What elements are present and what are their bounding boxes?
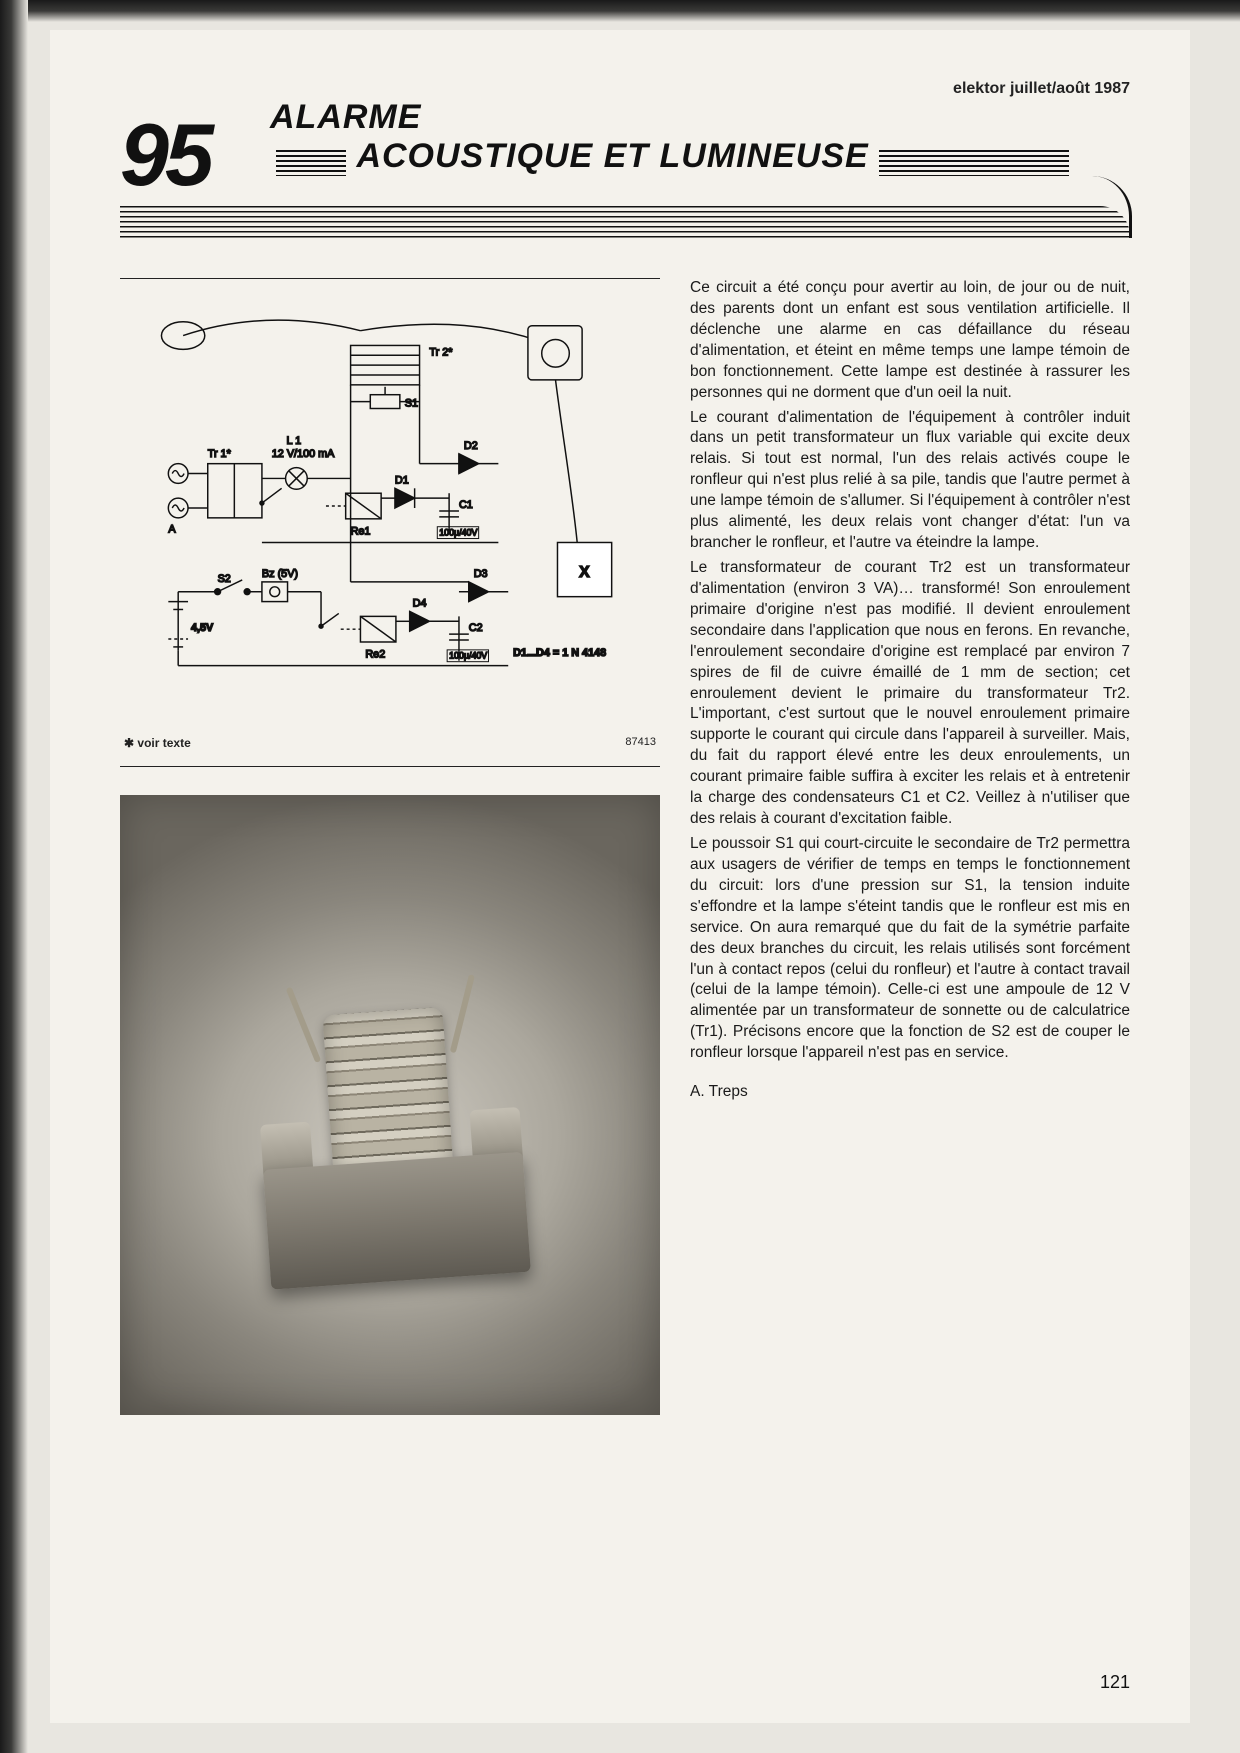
svg-text:D1...D4 = 1 N 4148: D1...D4 = 1 N 4148 (513, 647, 606, 659)
svg-text:D2: D2 (464, 440, 478, 452)
title-line-1: ALARME (270, 98, 421, 136)
article-body: Ce circuit a été conçu pour avertir au l… (690, 278, 1130, 1415)
svg-text:D3: D3 (474, 568, 488, 580)
stripe-decoration (879, 150, 1069, 176)
body-paragraph: Le courant d'alimentation de l'équipemen… (690, 408, 1130, 554)
author-name: A. Treps (690, 1082, 1130, 1103)
body-paragraph: Le poussoir S1 qui court-circuite le sec… (690, 834, 1130, 1064)
drawing-reference: 87413 (124, 736, 656, 748)
stripe-decoration (276, 150, 346, 176)
transformer-photo (120, 795, 660, 1415)
svg-text:X: X (579, 564, 590, 581)
label-tr2: Tr 2* (429, 346, 453, 358)
svg-text:C1: C1 (459, 499, 473, 511)
article-number: 95 (120, 104, 210, 206)
svg-text:L 1: L 1 (287, 435, 302, 447)
magazine-issue: elektor juillet/août 1987 (953, 80, 1130, 98)
svg-text:100µ/40V: 100µ/40V (439, 528, 477, 538)
svg-text:Re1: Re1 (351, 526, 371, 538)
svg-text:Re2: Re2 (365, 649, 385, 661)
svg-text:A: A (168, 524, 176, 536)
svg-text:Bz (5V): Bz (5V) (262, 568, 298, 580)
svg-text:100µ/40V: 100µ/40V (449, 651, 487, 661)
body-paragraph: Ce circuit a été conçu pour avertir au l… (690, 278, 1130, 404)
svg-text:S1: S1 (405, 398, 418, 410)
circuit-schematic: Tr 2* S1 Tr 1* (120, 278, 660, 767)
svg-text:12 V/100 mA: 12 V/100 mA (272, 448, 335, 460)
svg-text:C2: C2 (469, 622, 483, 634)
page-number: 121 (1100, 1672, 1130, 1693)
svg-text:Tr 1*: Tr 1* (208, 448, 232, 460)
title-line-2: ACOUSTIQUE ET LUMINEUSE (356, 137, 868, 176)
article-title-block: 95 ALARME ACOUSTIQUE ET LUMINEUSE (120, 98, 1130, 218)
svg-text:D1: D1 (395, 474, 409, 486)
magazine-page: elektor juillet/août 1987 95 ALARME ACOU… (50, 30, 1190, 1723)
body-paragraph: Le transformateur de courant Tr2 est un … (690, 558, 1130, 830)
svg-text:D4: D4 (413, 598, 427, 610)
stripe-underline (120, 206, 1130, 240)
svg-text:S2: S2 (218, 573, 231, 585)
svg-text:4,5V: 4,5V (191, 622, 214, 634)
